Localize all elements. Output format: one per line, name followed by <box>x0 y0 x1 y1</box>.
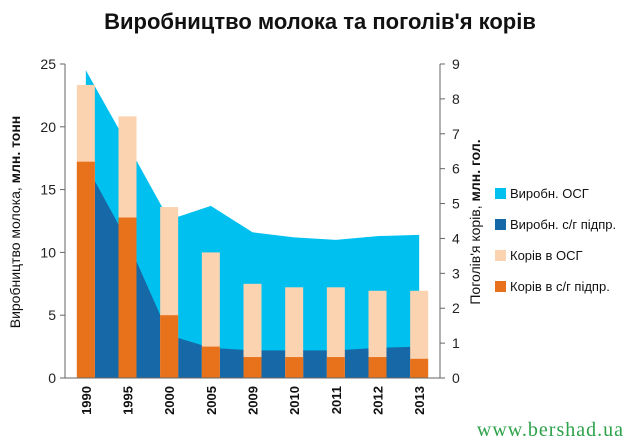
x-tick-label: 2009 <box>246 386 261 415</box>
bar-1-2011 <box>326 287 345 378</box>
x-tick-label: 2010 <box>287 386 302 415</box>
x-tick-label: 1995 <box>121 386 136 415</box>
x-tick-label: 2005 <box>204 386 219 415</box>
bar-1-2012 <box>368 290 387 378</box>
chart-title: Виробництво молока та поголів'я корів <box>104 9 536 34</box>
left-tick-label: 25 <box>40 56 56 72</box>
bar-2-2000 <box>160 315 179 378</box>
left-tick-label: 5 <box>48 307 56 323</box>
bar-2-2013 <box>410 358 429 378</box>
right-tick-label: 5 <box>452 196 460 212</box>
x-tick-label: 2011 <box>329 386 344 414</box>
legend-swatch-1 <box>495 188 506 199</box>
right-tick-label: 2 <box>452 300 460 316</box>
right-tick-label: 1 <box>452 335 460 351</box>
right-tick-label: 6 <box>452 161 460 177</box>
legend: Виробн. ОСГ Виробн. с/г підпр. Корів в ОСГ… <box>495 186 616 294</box>
tick-labels-group: 0 5 10 15 20 25 0 1 2 3 4 5 6 7 8 9 1990 1995 2000 2005 2009… <box>40 56 460 415</box>
legend-label-2: Виробн. с/г підпр. <box>510 217 616 232</box>
legend-swatch-4 <box>495 281 506 292</box>
left-tick-label: 15 <box>40 182 56 198</box>
left-tick-label: 10 <box>40 244 56 260</box>
right-tick-label: 9 <box>452 56 460 72</box>
bar-1-2013 <box>410 290 429 378</box>
bar-2-2009 <box>243 357 262 378</box>
right-tick-label: 8 <box>452 91 460 107</box>
bar-2-2011 <box>326 357 345 378</box>
legend-swatch-2 <box>495 219 506 230</box>
left-tick-label: 0 <box>48 370 56 386</box>
x-tick-label: 1990 <box>79 386 94 415</box>
bar-1-2010 <box>285 287 304 378</box>
bar-2-2005 <box>201 346 220 378</box>
legend-label-4: Корів в с/г підпр. <box>510 279 610 294</box>
bar-series-group <box>76 84 429 378</box>
x-tick-label: 2013 <box>412 386 427 415</box>
legend-label-1: Виробн. ОСГ <box>510 186 589 201</box>
bar-2-2012 <box>368 357 387 378</box>
legend-swatch-3 <box>495 250 506 261</box>
bar-1-2009 <box>243 283 262 378</box>
x-tick-label: 2000 <box>162 386 177 415</box>
x-tick-label: 2012 <box>371 386 386 415</box>
y-axis-right-label: Поголів'я корів, млн. гол. <box>467 139 483 304</box>
left-tick-label: 20 <box>40 119 56 135</box>
bar-2-2010 <box>285 357 304 378</box>
bar-2-1990 <box>76 161 95 378</box>
right-tick-label: 4 <box>452 230 460 246</box>
right-tick-label: 3 <box>452 265 460 281</box>
bar-2-1995 <box>118 217 137 378</box>
axes-group <box>64 64 441 379</box>
legend-label-3: Корів в ОСГ <box>510 248 583 263</box>
right-tick-label: 0 <box>452 370 460 386</box>
right-tick-label: 7 <box>452 126 460 142</box>
y-axis-left-label: Виробництво молока, млн. тонн <box>7 116 23 329</box>
watermark-logo-text: www.bershad.ua <box>476 419 624 441</box>
